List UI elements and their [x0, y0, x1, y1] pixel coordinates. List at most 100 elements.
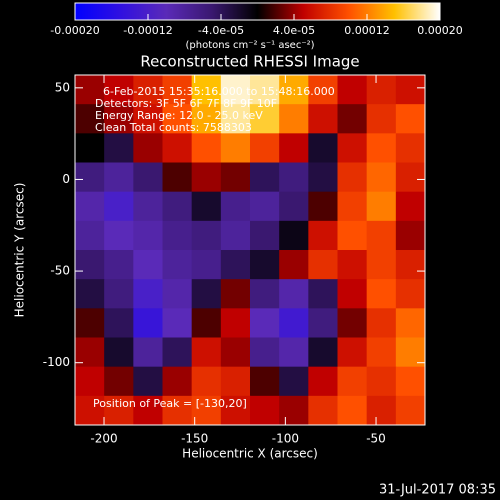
heatmap-cell — [133, 337, 163, 368]
heatmap-cell — [191, 250, 222, 280]
heatmap-cell — [75, 162, 105, 193]
heatmap-cell — [279, 220, 309, 251]
heatmap-cell — [133, 395, 163, 426]
heatmap-cell — [279, 191, 309, 222]
heatmap-cell — [162, 162, 193, 193]
heatmap-cell — [250, 366, 280, 397]
heatmap-cell — [308, 75, 338, 105]
heatmap-cell — [191, 279, 222, 309]
heatmap-cell — [104, 133, 134, 163]
heatmap-cell — [133, 133, 163, 163]
heatmap-cell — [279, 366, 309, 397]
heatmap-cell — [162, 220, 193, 251]
colorbar-label: (photons cm⁻² s⁻¹ asec⁻²) — [185, 40, 314, 51]
heatmap-cell — [395, 366, 426, 397]
heatmap-cell — [337, 250, 368, 280]
heatmap-cell — [395, 191, 426, 222]
heatmap-cell — [366, 395, 397, 426]
heatmap-cell — [104, 250, 134, 280]
heatmap-cell — [220, 191, 251, 222]
heatmap-cell — [366, 162, 397, 193]
heatmap-cell — [220, 220, 251, 251]
heatmap-cell — [104, 220, 134, 251]
heatmap-cell — [162, 104, 193, 134]
heatmap-cell — [191, 104, 222, 134]
heatmap-cell — [250, 395, 280, 426]
heatmap-cell — [279, 75, 309, 105]
heatmap-cell — [133, 220, 163, 251]
heatmap-cell — [337, 162, 368, 193]
heatmap-cell — [75, 366, 105, 397]
heatmap-cell — [308, 308, 338, 338]
annotation: Detectors: 3F 5F 6F 7F 8F 9F 10F — [95, 97, 277, 110]
heatmap-cell — [191, 133, 222, 163]
heatmap-cell — [395, 308, 426, 338]
heatmap-cell — [308, 133, 338, 163]
heatmap-cell — [104, 395, 134, 426]
heatmap-cell — [279, 104, 309, 134]
colorbar-tick-label: -4.0e-05 — [198, 24, 244, 37]
heatmap-cell — [366, 133, 397, 163]
colorbar-tick-label: 0.00020 — [417, 24, 463, 37]
peak-label: Position of Peak = [-130,20] — [93, 397, 247, 410]
heatmap-cell — [133, 75, 163, 105]
heatmap-cell — [220, 162, 251, 193]
heatmap-cell — [104, 366, 134, 397]
heatmap-cell — [279, 308, 309, 338]
heatmap-cell — [162, 337, 193, 368]
colorbar — [74, 2, 441, 21]
heatmap-cell — [279, 162, 309, 193]
heatmap-cell — [395, 75, 426, 105]
y-axis-label: Heliocentric Y (arcsec) — [13, 183, 27, 318]
heatmap-cell — [366, 250, 397, 280]
heatmap-cell — [220, 104, 251, 134]
heatmap-cell — [366, 104, 397, 134]
heatmap-cell — [133, 366, 163, 397]
heatmap-cell — [75, 279, 105, 309]
heatmap-cell — [366, 308, 397, 338]
heatmap-cell — [395, 250, 426, 280]
heatmap-cell — [133, 162, 163, 193]
colorbar-tick-label: 4.0e-05 — [273, 24, 315, 37]
heatmap-cell — [75, 220, 105, 251]
heatmap-cell — [220, 250, 251, 280]
heatmap-cell — [337, 104, 368, 134]
heatmap-cell — [250, 220, 280, 251]
heatmap-cell — [191, 395, 222, 426]
heatmap-cell — [279, 395, 309, 426]
colorbar-tick-label: -0.00012 — [123, 24, 172, 37]
x-tick-label: -150 — [181, 432, 208, 446]
heatmap-cell — [337, 133, 368, 163]
y-tick-label: 50 — [55, 80, 70, 94]
heatmap-cell — [337, 279, 368, 309]
heatmap-cell — [395, 104, 426, 134]
heatmap-cell — [133, 279, 163, 309]
heatmap-cell — [366, 279, 397, 309]
annotation: 6-Feb-2015 15:35:16.000 to 15:48:16.000 — [103, 85, 335, 98]
heatmap-cell — [104, 75, 134, 105]
heatmap-cell — [75, 250, 105, 280]
heatmap-cell — [75, 308, 105, 338]
heatmap-cell — [191, 75, 222, 105]
heatmap-cell — [220, 395, 251, 426]
heatmap-cell — [337, 395, 368, 426]
heatmap-cell — [308, 337, 338, 368]
heatmap-cell — [337, 337, 368, 368]
heatmap-cell — [395, 395, 426, 426]
heatmap-cell — [191, 308, 222, 338]
heatmap-cell — [104, 104, 134, 134]
heatmap-cell — [250, 191, 280, 222]
heatmap-cell — [308, 220, 338, 251]
heatmap-cell — [250, 162, 280, 193]
x-axis-label: Heliocentric X (arcsec) — [182, 447, 318, 461]
heatmap-cell — [162, 308, 193, 338]
heatmap-cell — [337, 191, 368, 222]
colorbar-tick-label: 0.00012 — [344, 24, 390, 37]
heatmap-cell — [395, 162, 426, 193]
x-tick-label: -200 — [90, 432, 117, 446]
heatmap-cell — [250, 308, 280, 338]
chart-title: Reconstructed RHESSI Image — [140, 53, 359, 71]
heatmap-cell — [250, 104, 280, 134]
heatmap-cell — [337, 75, 368, 105]
